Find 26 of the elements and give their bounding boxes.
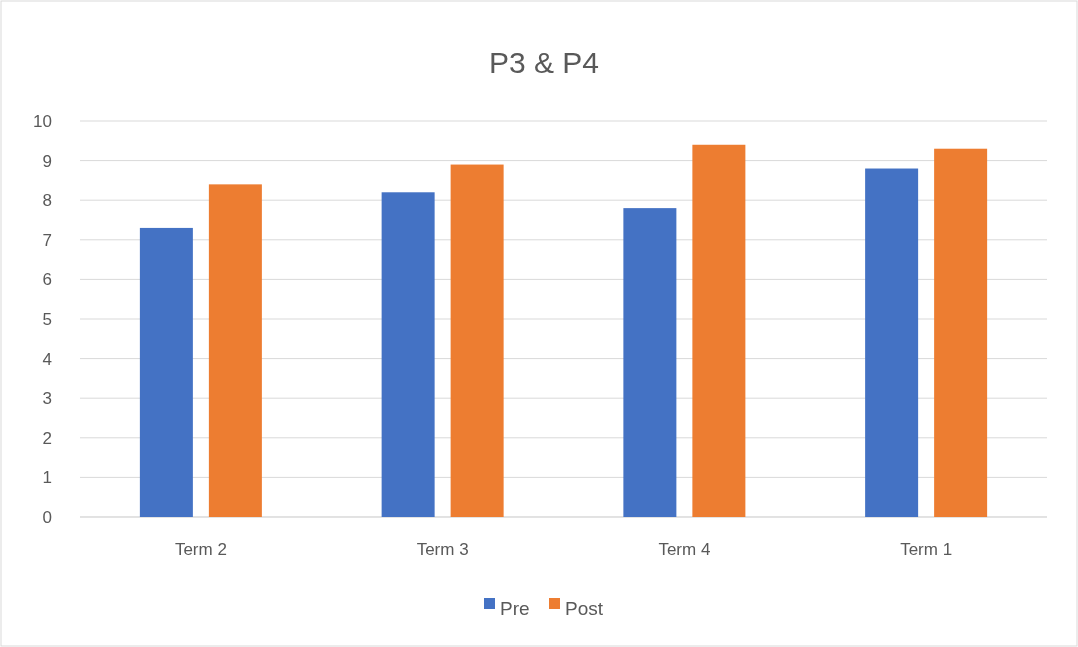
y-tick-label: 7 (42, 230, 52, 250)
y-tick-label: 1 (42, 468, 52, 488)
legend-label: Pre (500, 597, 530, 619)
bar (934, 148, 988, 517)
y-tick-label: 4 (42, 349, 52, 369)
x-tick-label: Term 4 (658, 540, 711, 559)
x-tick-label: Term 3 (416, 540, 469, 559)
legend-label: Post (565, 597, 604, 619)
bar (450, 164, 504, 517)
chart-title: P3 & P4 (488, 46, 600, 79)
y-tick-label: 6 (42, 270, 52, 290)
bar (208, 184, 262, 517)
y-tick-label: 9 (42, 151, 52, 171)
bar (692, 144, 746, 517)
y-tick-label: 2 (42, 428, 52, 448)
bar (139, 227, 193, 517)
bar (865, 168, 919, 517)
y-tick-label: 3 (42, 389, 52, 409)
y-tick-label: 8 (42, 191, 52, 211)
x-tick-label: Term 1 (900, 540, 953, 559)
bar (381, 192, 435, 517)
y-tick-label: 0 (42, 507, 52, 527)
x-tick-label: Term 2 (174, 540, 227, 559)
y-tick-label: 10 (33, 111, 52, 131)
bar (623, 208, 677, 517)
y-tick-label: 5 (42, 309, 52, 329)
